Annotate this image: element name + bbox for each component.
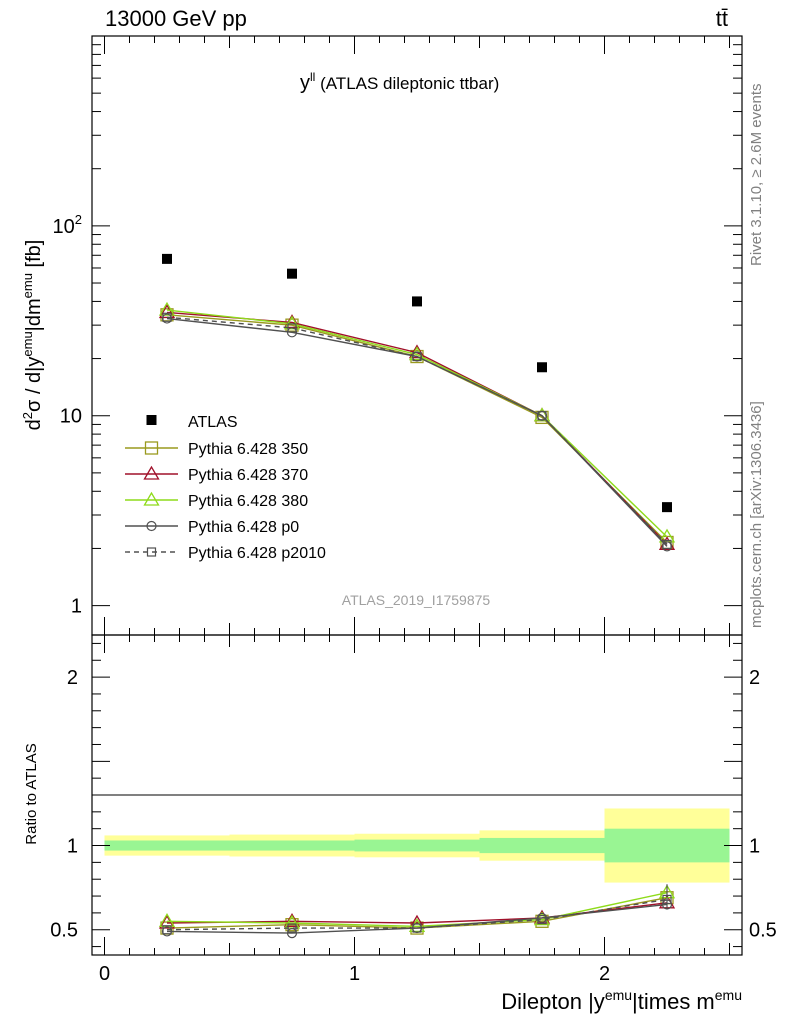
ratio-band-stat (354, 839, 480, 852)
y-tick-label-ratio: 2 (749, 667, 760, 689)
y-axis-label-ratio: Ratio to ATLAS (23, 743, 40, 844)
data-point (412, 296, 422, 307)
data-point (662, 502, 672, 513)
svg-text:d2σ / d|yemu|dmemu [fb]: d2σ / d|yemu|dmemu [fb] (20, 240, 45, 431)
legend-marker (143, 491, 160, 506)
y-tick-label-ratio: 1 (67, 836, 78, 858)
y-tick-label-main: 102 (53, 212, 82, 238)
series-point (662, 539, 672, 550)
legend-label: Pythia 6.428 p0 (188, 519, 299, 536)
legend-marker-data (146, 415, 157, 425)
y-tick-label-ratio: 0.5 (50, 920, 78, 942)
x-tick-label: 1 (349, 963, 360, 985)
legend-label: Pythia 6.428 350 (188, 441, 308, 458)
series-point (162, 312, 172, 322)
x-axis-label: Dilepton |yemu|times memu (501, 987, 742, 1014)
y-tick-label-main: 10 (60, 406, 82, 428)
series-line (166, 316, 668, 545)
y-axis-label-main: d2σ / d|yemu|dmemu [fb] (20, 240, 45, 431)
data-point (162, 253, 172, 264)
process-label: tt̄ (716, 6, 728, 31)
ratio-point (412, 923, 422, 933)
ratio-band-stat (104, 840, 230, 851)
ratio-point (162, 925, 172, 935)
series-point (408, 344, 426, 359)
ratio-axis-ticks: 0 1 2 0.5 0.5 1 1 2 2 (50, 617, 777, 985)
series-point (287, 323, 297, 333)
plot-title: yll (ATLAS dileptonic ttbar) (300, 70, 499, 94)
ratio-point (283, 914, 301, 929)
series-point (283, 315, 301, 330)
x-tick-label: 2 (599, 963, 610, 985)
legend-label: Pythia 6.428 380 (188, 493, 308, 510)
series-line (166, 309, 668, 538)
y-tick-label-ratio: 0.5 (749, 920, 777, 942)
ratio-point (286, 928, 298, 939)
ratio-point (287, 923, 297, 933)
ratio-line (166, 898, 668, 931)
y-tick-label-ratio: 2 (67, 667, 78, 689)
data-point (537, 362, 547, 373)
legend-marker (146, 547, 157, 557)
ratio-uncertainty-bands (104, 808, 730, 883)
y-tick-label-ratio: 1 (749, 836, 760, 858)
legend-marker (146, 520, 157, 532)
ratio-point (537, 915, 547, 925)
legend-label: Pythia 6.428 370 (188, 467, 308, 484)
data-point (287, 268, 297, 279)
ratio-band-stat (604, 828, 730, 863)
energy-label: 13000 GeV pp (105, 6, 247, 31)
x-tick-label: 0 (99, 963, 110, 985)
ratio-point (283, 913, 301, 927)
ratio-band-stat (479, 837, 605, 854)
rivet-label: Rivet 3.1.10, ≥ 2.6M events (748, 84, 765, 267)
series-point (158, 301, 176, 316)
legend-label: Pythia 6.428 p2010 (188, 545, 326, 562)
legend-marker (144, 441, 159, 455)
y-tick-label-main: 1 (71, 596, 82, 618)
ratio-band-stat (229, 840, 355, 851)
legend-marker (143, 465, 160, 480)
main-axis-ticks: 1 10 102 (53, 36, 742, 618)
legend: ATLAS Pythia 6.428 350 Pythia 6.428 370 Pyt… (125, 414, 326, 562)
ratio-series-group (158, 884, 676, 939)
legend-label-data: ATLAS (188, 414, 238, 431)
analysis-tag: ATLAS_2019_I1759875 (342, 592, 491, 608)
series-point (537, 411, 547, 421)
mcplots-label: mcplots.cern.ch [arXiv:1306.3436] (748, 401, 765, 628)
ratio-line (166, 891, 668, 928)
series-point (412, 351, 422, 362)
main-series-group (158, 253, 676, 552)
